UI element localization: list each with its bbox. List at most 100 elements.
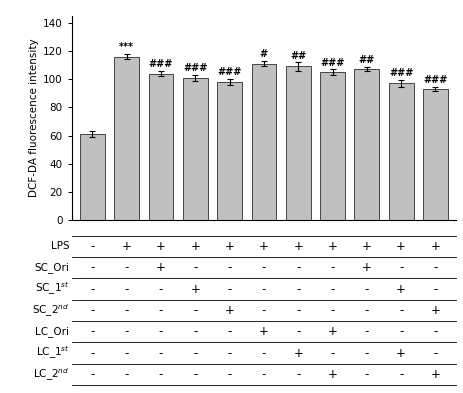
Text: -: -	[433, 325, 438, 338]
Text: -: -	[90, 240, 94, 253]
Text: SC_Ori: SC_Ori	[35, 263, 69, 273]
Text: LC_Ori: LC_Ori	[36, 326, 69, 337]
Bar	[183, 78, 207, 220]
Bar	[355, 69, 379, 220]
Text: -: -	[227, 283, 232, 296]
Text: -: -	[262, 261, 266, 274]
Text: ###: ###	[423, 75, 448, 85]
Text: -: -	[227, 325, 232, 338]
Text: LC_2$^{nd}$: LC_2$^{nd}$	[33, 366, 69, 383]
Text: -: -	[296, 304, 300, 317]
Text: -: -	[193, 261, 198, 274]
Text: -: -	[433, 261, 438, 274]
Text: -: -	[262, 347, 266, 360]
Text: -: -	[90, 368, 94, 381]
Text: +: +	[396, 283, 406, 296]
Text: ###: ###	[183, 63, 207, 73]
Text: -: -	[90, 325, 94, 338]
Text: +: +	[396, 347, 406, 360]
Text: -: -	[125, 347, 129, 360]
Text: -: -	[330, 261, 335, 274]
Y-axis label: DCF-DA fluorescence intensity: DCF-DA fluorescence intensity	[29, 39, 39, 197]
Text: +: +	[259, 325, 269, 338]
Text: -: -	[193, 325, 198, 338]
Text: -: -	[330, 283, 335, 296]
Text: -: -	[399, 325, 403, 338]
Text: -: -	[296, 325, 300, 338]
Text: LPS: LPS	[51, 241, 69, 252]
Bar	[217, 82, 242, 220]
Text: -: -	[399, 261, 403, 274]
Text: ###: ###	[389, 68, 413, 78]
Text: -: -	[125, 283, 129, 296]
Text: +: +	[293, 347, 303, 360]
Text: -: -	[90, 304, 94, 317]
Text: +: +	[328, 325, 338, 338]
Text: -: -	[227, 261, 232, 274]
Text: +: +	[328, 368, 338, 381]
Text: -: -	[365, 347, 369, 360]
Text: -: -	[296, 283, 300, 296]
Text: ###: ###	[149, 59, 173, 69]
Text: -: -	[90, 283, 94, 296]
Text: -: -	[159, 347, 163, 360]
Bar	[80, 134, 105, 220]
Bar	[320, 72, 345, 220]
Bar	[423, 89, 448, 220]
Text: -: -	[399, 304, 403, 317]
Text: +: +	[156, 261, 166, 274]
Text: +: +	[259, 240, 269, 253]
Text: -: -	[193, 304, 198, 317]
Text: ***: ***	[119, 42, 134, 52]
Text: +: +	[431, 240, 440, 253]
Text: +: +	[156, 240, 166, 253]
Bar	[114, 57, 139, 220]
Text: +: +	[225, 304, 235, 317]
Text: -: -	[125, 325, 129, 338]
Text: -: -	[90, 261, 94, 274]
Text: -: -	[159, 368, 163, 381]
Text: SC_1$^{st}$: SC_1$^{st}$	[35, 281, 69, 298]
Text: -: -	[193, 347, 198, 360]
Text: -: -	[365, 283, 369, 296]
Text: -: -	[159, 283, 163, 296]
Text: ##: ##	[359, 55, 375, 66]
Text: ###: ###	[320, 58, 345, 68]
Text: -: -	[125, 304, 129, 317]
Text: +: +	[122, 240, 131, 253]
Text: -: -	[433, 283, 438, 296]
Text: -: -	[90, 347, 94, 360]
Text: LC_1$^{st}$: LC_1$^{st}$	[36, 345, 69, 362]
Text: +: +	[225, 240, 235, 253]
Text: -: -	[365, 325, 369, 338]
Text: +: +	[431, 368, 440, 381]
Text: -: -	[227, 347, 232, 360]
Text: +: +	[362, 240, 372, 253]
Text: ##: ##	[290, 51, 307, 61]
Bar	[251, 64, 276, 220]
Text: +: +	[396, 240, 406, 253]
Text: #: #	[260, 49, 268, 59]
Text: -: -	[159, 325, 163, 338]
Text: -: -	[296, 261, 300, 274]
Bar	[389, 83, 413, 220]
Text: SC_2$^{nd}$: SC_2$^{nd}$	[32, 302, 69, 319]
Text: -: -	[125, 261, 129, 274]
Text: +: +	[190, 283, 200, 296]
Text: -: -	[125, 368, 129, 381]
Text: -: -	[262, 368, 266, 381]
Text: -: -	[330, 347, 335, 360]
Text: -: -	[296, 368, 300, 381]
Text: -: -	[330, 304, 335, 317]
Text: -: -	[262, 283, 266, 296]
Text: +: +	[328, 240, 338, 253]
Text: +: +	[431, 304, 440, 317]
Text: -: -	[159, 304, 163, 317]
Text: -: -	[193, 368, 198, 381]
Text: -: -	[365, 368, 369, 381]
Text: ###: ###	[218, 68, 242, 77]
Bar	[149, 73, 173, 220]
Text: -: -	[399, 368, 403, 381]
Text: -: -	[365, 304, 369, 317]
Text: +: +	[190, 240, 200, 253]
